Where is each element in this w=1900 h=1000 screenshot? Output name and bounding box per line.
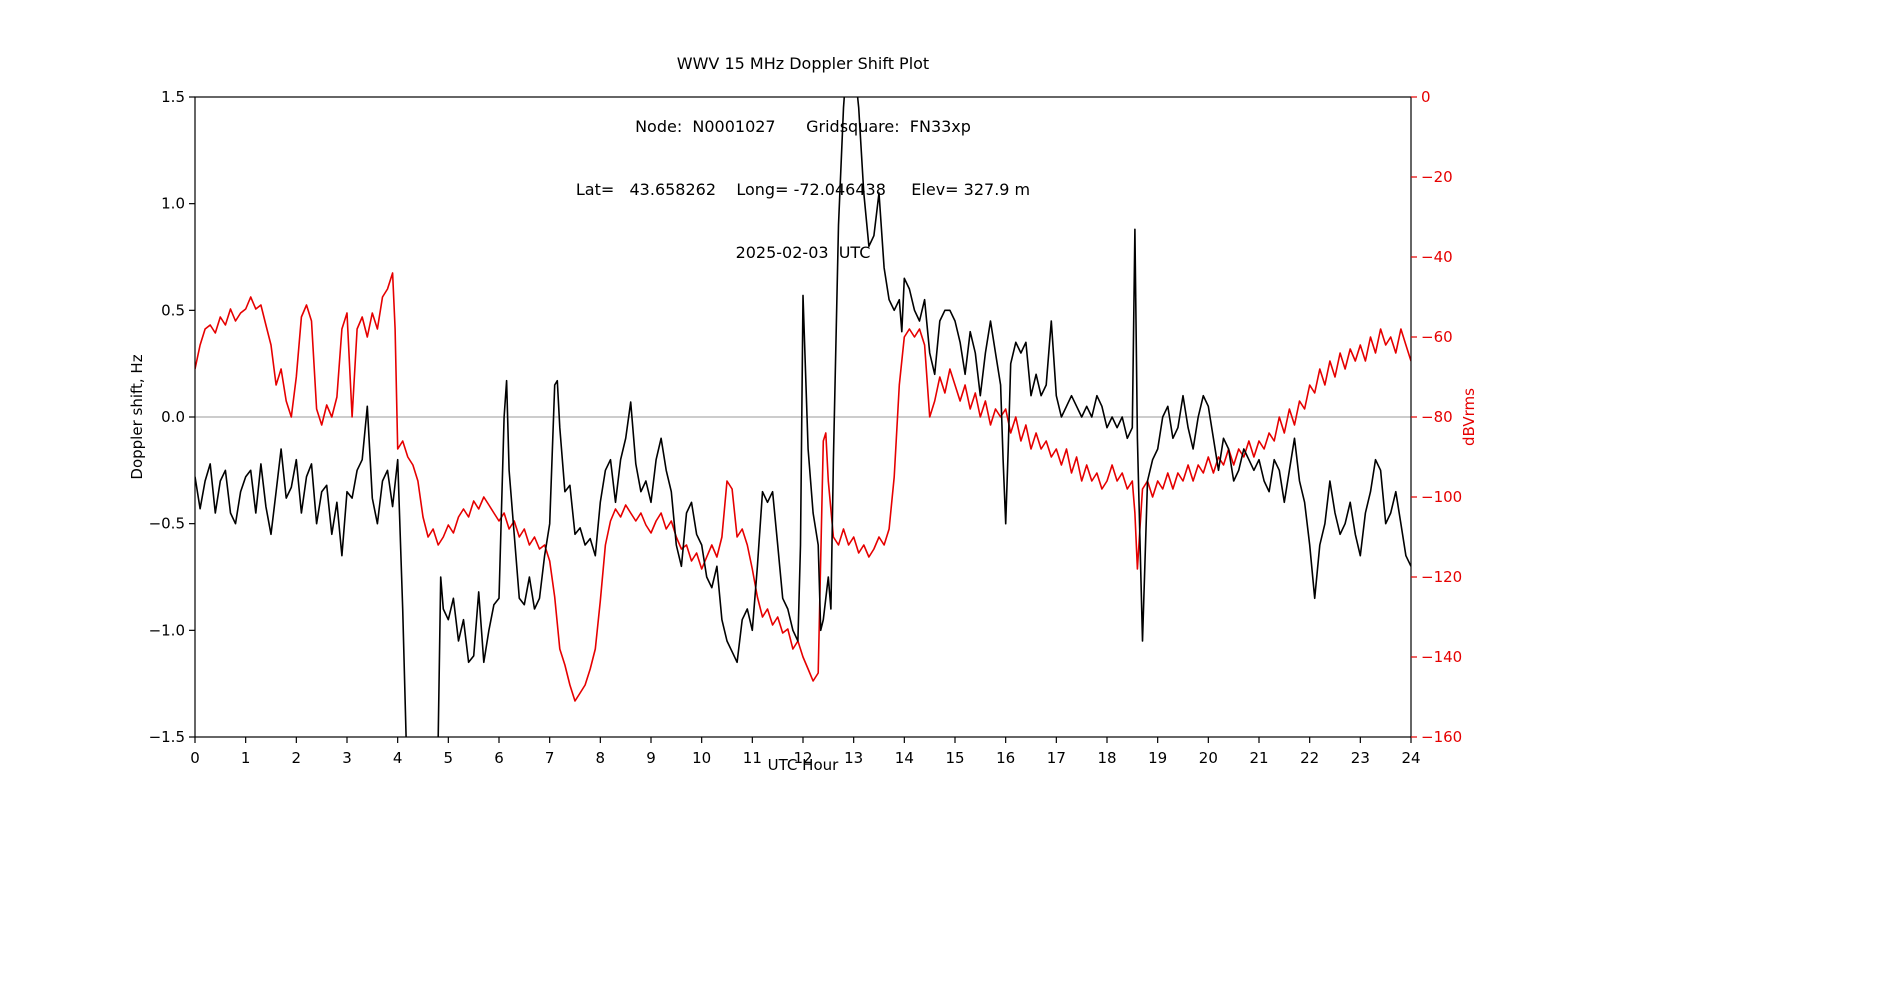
x-tick-label: 7 bbox=[545, 749, 555, 767]
chart-node-line: Node: N0001027 Gridsquare: FN33xp bbox=[635, 117, 971, 136]
series-doppler_shift_hz bbox=[195, 97, 1411, 737]
x-tick-label: 10 bbox=[692, 749, 711, 767]
x-axis-label: UTC Hour bbox=[767, 756, 839, 774]
x-tick-label: 12 bbox=[793, 749, 812, 767]
left-y-tick-label: 0.0 bbox=[161, 408, 185, 426]
x-tick-label: 4 bbox=[393, 749, 403, 767]
x-tick-label: 8 bbox=[596, 749, 606, 767]
right-y-axis-ticks: −160 −140 −120 −100 −80 −60 −40 −20 0 bbox=[1411, 88, 1462, 746]
left-y-tick-label: 1.0 bbox=[161, 195, 185, 213]
series-dbvrms bbox=[195, 272, 1411, 702]
left-y-tick-label: −1.0 bbox=[149, 621, 185, 639]
right-y-tick-label: −160 bbox=[1421, 728, 1462, 746]
x-tick-label: 15 bbox=[945, 749, 964, 767]
x-tick-label: 0 bbox=[190, 749, 200, 767]
left-y-axis-ticks: −1.5 −1.0 −0.5 0.0 0.5 1.0 1.5 bbox=[149, 88, 195, 746]
x-tick-label: 19 bbox=[1148, 749, 1167, 767]
x-tick-label: 18 bbox=[1097, 749, 1116, 767]
x-tick-label: 21 bbox=[1249, 749, 1268, 767]
x-tick-label: 13 bbox=[844, 749, 863, 767]
x-tick-label: 23 bbox=[1351, 749, 1370, 767]
left-y-tick-label: −0.5 bbox=[149, 515, 185, 533]
x-tick-label: 1 bbox=[241, 749, 251, 767]
right-y-tick-label: −60 bbox=[1421, 328, 1453, 346]
x-axis-ticks: 0 1 2 3 4 5 6 7 8 9 10 11 12 13 14 15 16 17 18 19 20 21 22 23 24 bbox=[190, 737, 1421, 767]
right-y-tick-label: −80 bbox=[1421, 408, 1453, 426]
x-tick-label: 11 bbox=[743, 749, 762, 767]
x-tick-label: 9 bbox=[646, 749, 656, 767]
left-y-tick-label: 0.5 bbox=[161, 301, 185, 319]
x-tick-label: 17 bbox=[1047, 749, 1066, 767]
right-y-tick-label: −140 bbox=[1421, 648, 1462, 666]
x-tick-label: 16 bbox=[996, 749, 1015, 767]
chart-title: WWV 15 MHz Doppler Shift Plot bbox=[676, 54, 930, 73]
x-tick-label: 20 bbox=[1199, 749, 1218, 767]
x-tick-label: 14 bbox=[895, 749, 914, 767]
x-tick-label: 3 bbox=[342, 749, 352, 767]
x-tick-label: 6 bbox=[494, 749, 504, 767]
chart-date-line: 2025-02-03 UTC bbox=[735, 243, 871, 262]
right-y-tick-label: −20 bbox=[1421, 168, 1453, 186]
left-y-tick-label: −1.5 bbox=[149, 728, 185, 746]
right-y-tick-label: −40 bbox=[1421, 248, 1453, 266]
left-y-tick-label: 1.5 bbox=[161, 88, 185, 106]
x-tick-label: 24 bbox=[1401, 749, 1420, 767]
right-y-tick-label: −120 bbox=[1421, 568, 1462, 586]
x-tick-label: 22 bbox=[1300, 749, 1319, 767]
right-y-tick-label: −100 bbox=[1421, 488, 1462, 506]
x-tick-label: 5 bbox=[444, 749, 454, 767]
x-tick-label: 2 bbox=[292, 749, 302, 767]
right-y-tick-label: 0 bbox=[1421, 88, 1431, 106]
